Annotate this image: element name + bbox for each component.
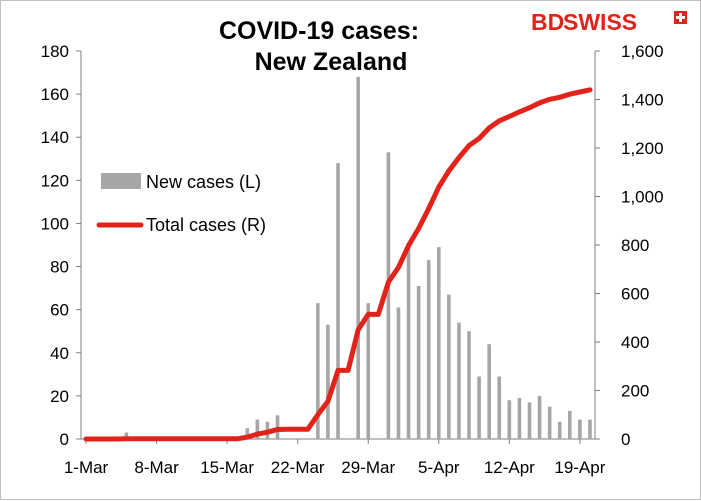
- brand-logo-swiss: SWISS: [563, 9, 637, 35]
- x-axis-tick-label: 15-Mar: [200, 458, 254, 477]
- bar: [457, 322, 461, 439]
- chart-title-line1: COVID-19 cases:: [219, 17, 419, 45]
- legend-swatch-new-cases: [101, 173, 141, 189]
- x-axis-tick-label: 5-Apr: [418, 458, 460, 477]
- left-axis-tick-label: 40: [50, 344, 69, 363]
- bar: [578, 419, 582, 439]
- x-axis-tick-label: 22-Mar: [271, 458, 325, 477]
- bar: [547, 406, 552, 439]
- bar: [537, 395, 542, 439]
- bar: [416, 285, 421, 439]
- right-axis-tick-label: 200: [621, 382, 649, 401]
- left-axis-tick-label: 140: [41, 128, 69, 147]
- right-axis-tick-label: 1,000: [621, 188, 664, 207]
- bar: [326, 324, 330, 439]
- right-axis-tick-label: 1,600: [621, 42, 664, 61]
- bar: [568, 410, 572, 439]
- left-axis-tick-label: 0: [60, 430, 69, 449]
- bar: [366, 303, 371, 439]
- bar: [467, 331, 471, 439]
- legend-label-new-cases: New cases (L): [146, 172, 261, 192]
- right-axis-tick-label: 800: [621, 236, 649, 255]
- right-axis-tick-label: 1,400: [621, 91, 664, 110]
- bar: [426, 260, 431, 439]
- left-axis-tick-label: 120: [41, 171, 69, 190]
- left-axis-tick-label: 100: [41, 214, 69, 233]
- bar: [356, 76, 360, 439]
- bar: [507, 400, 512, 439]
- bar: [588, 419, 592, 439]
- bar: [447, 294, 451, 439]
- brand-logo-bd: BD: [531, 9, 564, 35]
- left-axis-tick-label: 160: [41, 85, 69, 104]
- bar: [487, 344, 491, 439]
- swiss-cross-icon: [674, 11, 687, 24]
- bar: [124, 432, 129, 439]
- legend-label-total-cases: Total cases (R): [146, 215, 266, 235]
- x-axis-tick-label: 8-Mar: [134, 458, 179, 477]
- right-axis-tick-label: 0: [621, 430, 630, 449]
- bar: [396, 307, 401, 439]
- bar: [386, 152, 391, 440]
- x-axis-tick-label: 29-Mar: [341, 458, 395, 477]
- total-cases-line: [83, 87, 593, 442]
- left-axis-tick-label: 20: [50, 387, 69, 406]
- right-axis-tick-label: 1,200: [621, 139, 664, 158]
- bar: [255, 419, 260, 439]
- plot-area: 0 20 40 60 80 100 120 140 160 180 0 200 400 600 800 1,0…: [41, 42, 664, 477]
- bar: [527, 402, 532, 439]
- chart-title-line2: New Zealand: [255, 48, 408, 76]
- brand-logo: BD SWISS: [531, 9, 687, 35]
- bar: [406, 247, 411, 439]
- bar: [336, 163, 340, 440]
- left-axis-tick-label: 60: [50, 301, 69, 320]
- bar: [245, 428, 250, 439]
- bar: [497, 376, 502, 439]
- bar: [557, 421, 562, 439]
- x-axis-tick-label: 19-Apr: [554, 458, 605, 477]
- right-axis-tick-label: 400: [621, 333, 649, 352]
- left-axis-tick-label: 80: [50, 258, 69, 277]
- left-axis-tick-label: 180: [41, 42, 69, 61]
- bar: [517, 398, 522, 439]
- x-axis-tick-label: 1-Mar: [64, 458, 109, 477]
- x-axis-tick-label: 12-Apr: [484, 458, 535, 477]
- bar: [436, 247, 441, 439]
- bar: [316, 303, 320, 439]
- bar: [477, 376, 481, 439]
- right-axis-tick-label: 600: [621, 285, 649, 304]
